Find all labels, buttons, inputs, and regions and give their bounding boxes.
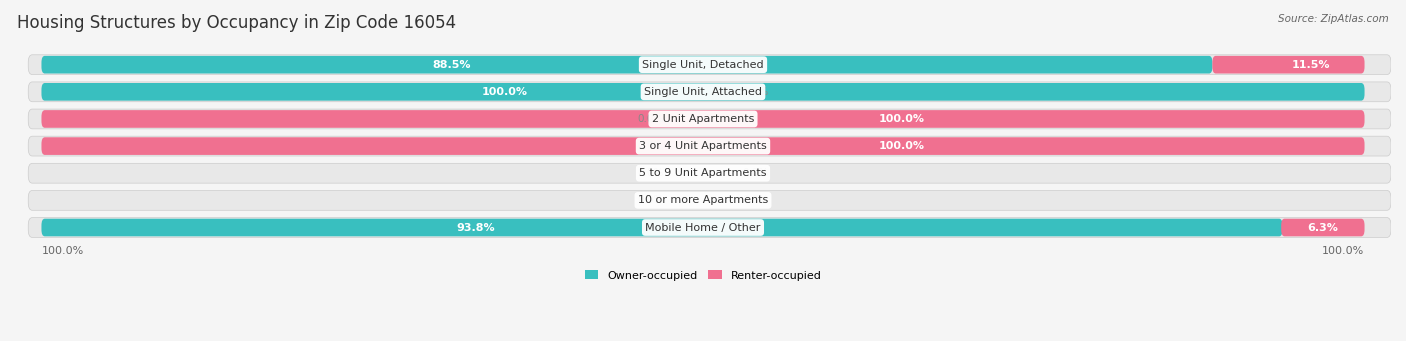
Text: 11.5%: 11.5% xyxy=(1292,60,1330,70)
Text: 0.0%: 0.0% xyxy=(637,195,664,205)
FancyBboxPatch shape xyxy=(28,191,1391,210)
FancyBboxPatch shape xyxy=(28,218,1391,237)
Text: 100.0%: 100.0% xyxy=(481,87,527,97)
FancyBboxPatch shape xyxy=(41,110,1365,128)
Text: 100.0%: 100.0% xyxy=(879,141,925,151)
Text: 6.3%: 6.3% xyxy=(1308,223,1339,233)
FancyBboxPatch shape xyxy=(1281,219,1365,236)
Text: Source: ZipAtlas.com: Source: ZipAtlas.com xyxy=(1278,14,1389,24)
Text: Housing Structures by Occupancy in Zip Code 16054: Housing Structures by Occupancy in Zip C… xyxy=(17,14,456,32)
Text: 5 to 9 Unit Apartments: 5 to 9 Unit Apartments xyxy=(640,168,766,178)
Text: 0.0%: 0.0% xyxy=(742,168,769,178)
FancyBboxPatch shape xyxy=(28,109,1391,129)
Text: 0.0%: 0.0% xyxy=(637,168,664,178)
FancyBboxPatch shape xyxy=(41,83,1365,101)
Text: 3 or 4 Unit Apartments: 3 or 4 Unit Apartments xyxy=(640,141,766,151)
Text: Single Unit, Detached: Single Unit, Detached xyxy=(643,60,763,70)
Text: Single Unit, Attached: Single Unit, Attached xyxy=(644,87,762,97)
Text: 100.0%: 100.0% xyxy=(41,246,84,256)
FancyBboxPatch shape xyxy=(28,82,1391,102)
Text: 10 or more Apartments: 10 or more Apartments xyxy=(638,195,768,205)
Legend: Owner-occupied, Renter-occupied: Owner-occupied, Renter-occupied xyxy=(581,266,825,285)
FancyBboxPatch shape xyxy=(41,137,1365,155)
Text: Mobile Home / Other: Mobile Home / Other xyxy=(645,223,761,233)
FancyBboxPatch shape xyxy=(1212,56,1365,74)
Text: 100.0%: 100.0% xyxy=(1322,246,1365,256)
Text: 88.5%: 88.5% xyxy=(432,60,471,70)
FancyBboxPatch shape xyxy=(28,55,1391,75)
FancyBboxPatch shape xyxy=(41,219,1282,236)
Text: 2 Unit Apartments: 2 Unit Apartments xyxy=(652,114,754,124)
Text: 0.0%: 0.0% xyxy=(742,87,769,97)
Text: 93.8%: 93.8% xyxy=(457,223,495,233)
Text: 0.0%: 0.0% xyxy=(742,195,769,205)
Text: 0.0%: 0.0% xyxy=(637,114,664,124)
FancyBboxPatch shape xyxy=(28,163,1391,183)
FancyBboxPatch shape xyxy=(41,56,1212,74)
FancyBboxPatch shape xyxy=(28,136,1391,156)
Text: 0.0%: 0.0% xyxy=(637,141,664,151)
Text: 100.0%: 100.0% xyxy=(879,114,925,124)
